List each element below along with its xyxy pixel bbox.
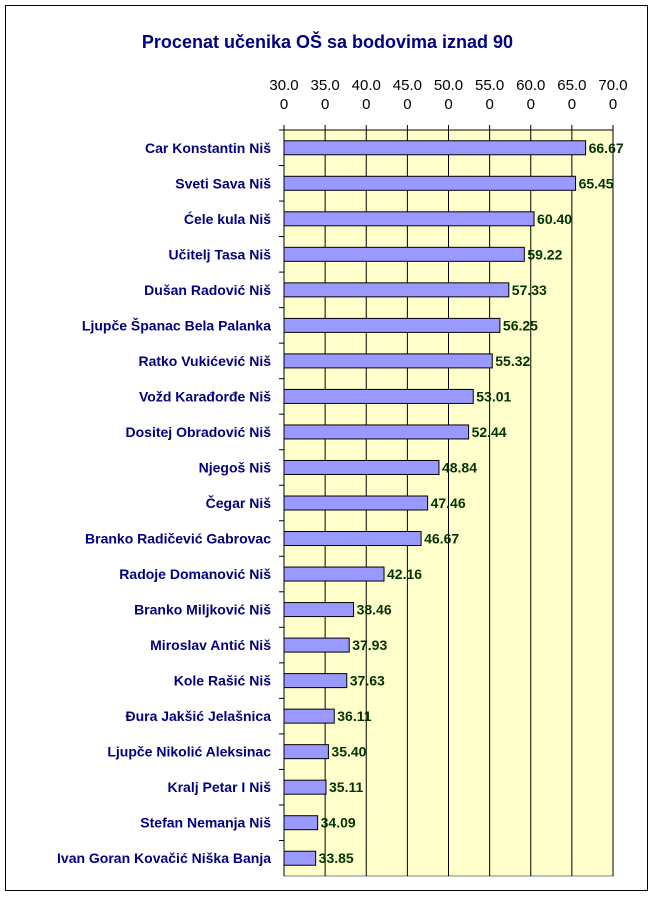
bar (283, 602, 355, 618)
x-tick-label-wrap: 0 (568, 96, 576, 113)
value-label: 35.40 (331, 744, 366, 760)
bar (283, 140, 587, 156)
category-label: Ćele kula Niš (184, 210, 271, 227)
x-tick-label-wrap: 0 (444, 96, 452, 113)
x-tick-label-wrap: 0 (280, 96, 288, 113)
value-label: 53.01 (476, 388, 511, 404)
x-tick-label-wrap: 0 (485, 96, 493, 113)
category-label: Đura Jakšić Jelašnica (125, 708, 271, 724)
category-label: Dositej Obradović Niš (126, 424, 272, 440)
value-label: 57.33 (512, 282, 547, 298)
x-tick-label: 45.0 (393, 77, 422, 94)
bar (283, 673, 348, 689)
bar (283, 531, 422, 547)
bar (283, 566, 385, 582)
x-tick-label: 35.0 (311, 77, 340, 94)
bar (283, 708, 335, 724)
value-label: 35.11 (329, 779, 363, 795)
category-label: Stefan Nemanja Niš (140, 815, 271, 831)
category-label: Ratko Vukićević Niš (138, 353, 271, 369)
category-label: Dušan Radović Niš (144, 282, 271, 298)
x-tick-label-wrap: 0 (527, 96, 535, 113)
bar (283, 424, 470, 440)
x-tick-label: 60.0 (516, 77, 545, 94)
bar (283, 317, 501, 333)
x-tick-label: 65.0 (557, 77, 586, 94)
value-label: 36.11 (337, 708, 371, 724)
value-label: 56.25 (503, 317, 538, 333)
chart-title: Procenat učenika OŠ sa bodovima iznad 90 (141, 32, 514, 52)
x-tick-label: 30.0 (269, 77, 298, 94)
category-label: Car Konstantin Niš (145, 140, 271, 156)
value-label: 37.93 (352, 637, 387, 653)
category-label: Čegar Niš (206, 494, 272, 511)
value-label: 66.67 (589, 140, 624, 156)
bar (283, 744, 329, 760)
category-label: Kole Rašić Niš (174, 673, 271, 689)
x-tick-label-wrap: 0 (362, 96, 370, 113)
bar (283, 779, 327, 795)
category-label: Branko Miljković Niš (134, 602, 271, 618)
value-label: 42.16 (387, 566, 422, 582)
category-label: Miroslav Antić Niš (150, 637, 271, 653)
bar (283, 815, 319, 831)
category-label: Ljupče Nikolić Aleksinac (107, 744, 271, 760)
bar (283, 246, 525, 262)
value-label: 65.45 (579, 175, 614, 191)
value-label: 52.44 (472, 424, 507, 440)
category-label: Ljupče Španac Bela Palanka (82, 316, 271, 333)
bar (283, 175, 577, 191)
x-tick-label: 70.0 (598, 77, 627, 94)
bar (283, 282, 510, 298)
x-tick-label: 40.0 (352, 77, 381, 94)
bar (283, 353, 493, 369)
bar (283, 495, 429, 511)
category-label: Kralj Petar I Niš (168, 779, 272, 795)
category-label: Sveti Sava Niš (175, 175, 271, 191)
value-label: 38.46 (357, 602, 392, 618)
category-label: Vožd Karađorđe Niš (139, 388, 271, 404)
bar (283, 637, 350, 653)
category-label: Radoje Domanović Niš (119, 566, 271, 582)
x-tick-label: 50.0 (434, 77, 463, 94)
value-label: 37.63 (350, 673, 385, 689)
bar (283, 850, 317, 866)
bar (283, 211, 535, 227)
value-label: 60.40 (537, 211, 572, 227)
value-label: 34.09 (321, 815, 356, 831)
value-label: 59.22 (527, 246, 562, 262)
value-label: 47.46 (431, 495, 466, 511)
x-tick-label: 55.0 (475, 77, 504, 94)
bar (283, 388, 474, 404)
category-label: Učitelj Tasa Niš (169, 246, 272, 262)
x-tick-label-wrap: 0 (609, 96, 617, 113)
value-label: 55.32 (495, 353, 530, 369)
x-tick-label-wrap: 0 (403, 96, 411, 113)
value-label: 46.67 (424, 531, 459, 547)
value-label: 48.84 (442, 459, 477, 475)
category-label: Ivan Goran Kovačić Niška Banja (57, 850, 271, 866)
x-tick-label-wrap: 0 (321, 96, 329, 113)
category-label: Branko Radičević Gabrovac (85, 531, 271, 547)
category-label: Njegoš Niš (199, 459, 272, 475)
bar (283, 459, 440, 475)
value-label: 33.85 (319, 850, 354, 866)
